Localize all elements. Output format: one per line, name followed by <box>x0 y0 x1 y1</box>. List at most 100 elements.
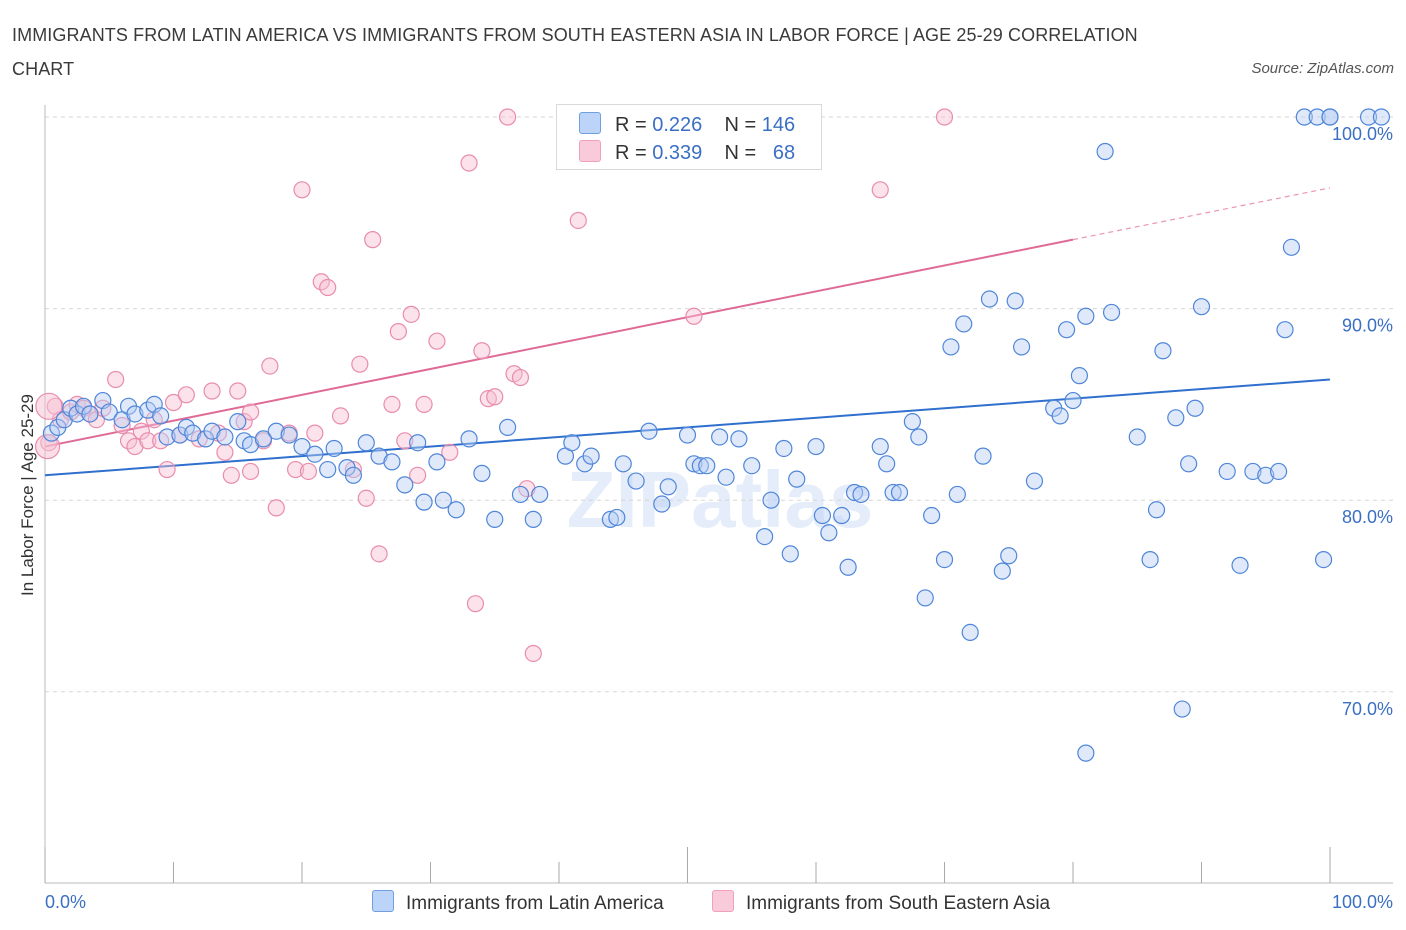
data-point <box>524 644 542 663</box>
data-point <box>293 181 311 199</box>
data-point <box>222 466 240 484</box>
y-tick-labels: 70.0% 80.0% 90.0% 100.0% <box>1332 124 1393 719</box>
data-point <box>935 550 954 569</box>
data-point <box>955 315 973 333</box>
data-point <box>845 483 864 502</box>
data-point <box>531 485 549 504</box>
data-point <box>396 476 414 494</box>
data-point <box>820 524 838 542</box>
points-south-eastern-asia <box>34 108 954 663</box>
data-point <box>319 460 337 479</box>
data-point <box>993 562 1011 580</box>
y-tick-label: 90.0% <box>1342 316 1393 336</box>
data-point <box>261 357 279 375</box>
legend-label: Immigrants from Latin America <box>406 893 664 914</box>
data-point <box>306 424 324 442</box>
trend-line-south-eastern-asia <box>44 238 1074 448</box>
data-point <box>890 483 909 502</box>
data-point <box>961 623 979 642</box>
data-point <box>460 154 478 172</box>
data-point <box>325 439 343 458</box>
data-point <box>511 368 530 387</box>
data-point <box>1070 367 1089 385</box>
data-point <box>1077 307 1095 325</box>
data-point <box>499 418 517 436</box>
y-tick-label: 70.0% <box>1342 699 1393 719</box>
data-point <box>229 413 247 431</box>
data-point <box>698 457 716 475</box>
data-point <box>293 437 311 456</box>
data-point <box>280 426 298 444</box>
data-point <box>383 395 401 413</box>
blue-swatch <box>579 112 601 134</box>
legend-item-south-eastern-asia[interactable]: Immigrants from South Eastern Asia <box>712 890 1050 915</box>
data-point <box>614 455 632 473</box>
data-point <box>1173 700 1191 718</box>
legend-item-latin-america[interactable]: Immigrants from Latin America <box>372 890 664 915</box>
data-point <box>1006 292 1024 310</box>
data-point <box>640 422 658 440</box>
data-point <box>428 453 446 471</box>
x-tick-label-right: 100.0% <box>1332 892 1393 912</box>
data-point <box>653 495 671 513</box>
data-point <box>229 382 247 400</box>
data-point <box>781 545 799 563</box>
data-point <box>158 460 176 479</box>
data-point <box>357 434 375 452</box>
data-point <box>1077 744 1095 762</box>
data-point <box>267 499 285 517</box>
data-point <box>235 413 253 431</box>
y-tick-label: 100.0% <box>1332 124 1393 144</box>
data-point <box>1244 462 1262 481</box>
data-point <box>126 405 144 423</box>
data-point <box>139 432 157 450</box>
data-point <box>177 418 195 436</box>
data-point <box>473 464 491 482</box>
n-value-blue: 146 <box>761 114 796 136</box>
data-point <box>691 457 709 475</box>
data-point <box>1180 455 1198 473</box>
legend-row-south-eastern-asia: R = 0.339 N = 68 <box>579 140 795 166</box>
data-point <box>486 388 504 406</box>
data-point <box>1051 407 1069 425</box>
data-point <box>351 355 369 373</box>
data-point <box>402 305 420 323</box>
data-point <box>839 558 857 576</box>
data-point <box>1186 399 1204 417</box>
data-point <box>447 501 465 519</box>
legend-row-latin-america: R = 0.226 N = 146 <box>579 112 795 138</box>
trend-line-extension <box>1072 187 1331 241</box>
data-point <box>389 322 407 341</box>
data-point <box>460 430 478 448</box>
data-point <box>685 455 703 473</box>
data-point <box>743 457 761 475</box>
r-value-blue: 0.226 <box>652 114 703 136</box>
data-point <box>1231 556 1249 574</box>
data-point <box>216 428 234 446</box>
source-credit: Source: ZipAtlas.com <box>1251 60 1394 77</box>
n-value-pink: 68 <box>772 142 796 164</box>
data-point <box>807 437 825 456</box>
chart-title: IMMIGRANTS FROM LATIN AMERICA VS IMMIGRA… <box>12 25 1138 79</box>
data-point <box>974 447 992 465</box>
data-point <box>1276 321 1294 339</box>
data-point <box>563 434 581 452</box>
n-label: N = <box>724 142 757 164</box>
data-point <box>107 370 125 389</box>
r-label: R = <box>615 142 647 164</box>
stats-legend: R = 0.226 N = 146 R = 0.339 N = 68 <box>556 104 822 170</box>
data-point <box>755 528 774 546</box>
data-point <box>132 422 150 440</box>
data-point <box>62 399 80 417</box>
data-point <box>370 545 388 563</box>
n-label: N = <box>724 114 757 136</box>
data-point <box>884 483 902 502</box>
data-point <box>762 491 780 509</box>
data-point <box>254 430 273 448</box>
data-point <box>1000 547 1018 565</box>
data-point <box>627 472 645 490</box>
data-point <box>582 447 600 465</box>
data-point <box>935 108 954 126</box>
data-point <box>923 506 941 525</box>
data-point <box>1102 303 1121 322</box>
